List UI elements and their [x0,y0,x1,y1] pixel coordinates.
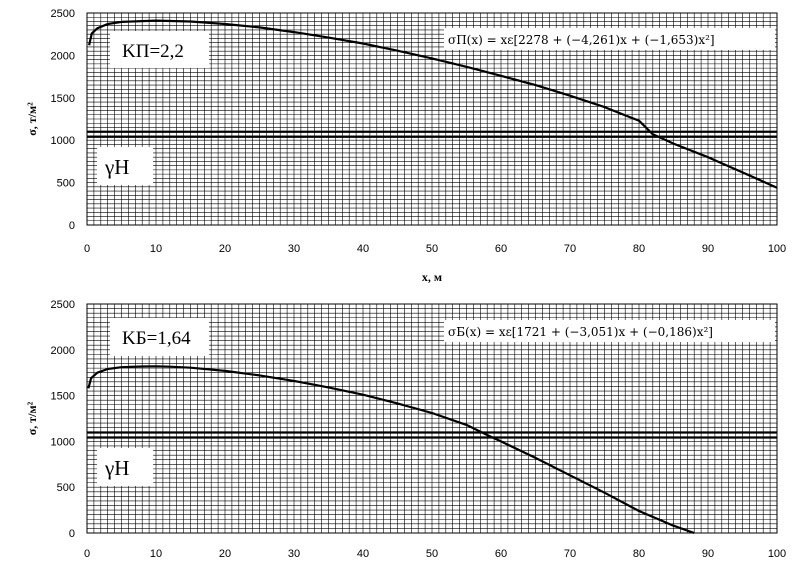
formula-box [444,28,775,50]
y-tick-label: 2500 [51,299,75,311]
x-tick-label: 60 [495,243,507,255]
k-label: KБ=1,64 [122,328,191,349]
y-tick-label: 2500 [51,8,75,20]
x-tick-label: 50 [426,548,438,560]
y-tick-label: 500 [57,178,75,190]
y-tick-label: 0 [69,528,75,540]
x-tick-label: 20 [219,243,231,255]
sigma-curve [88,19,778,189]
k-label-box [110,318,209,356]
y-tick-label: 1000 [51,135,75,147]
y-tick-label: 2000 [51,345,75,357]
x-tick-label: 50 [426,243,438,255]
x-tick-label: 70 [564,548,576,560]
chart-panel-2: 0 10 20 30 40 50 60 70 80 90 100050010001500200025… [25,299,786,560]
y-tick-label: 1500 [51,391,75,403]
x-tick-label: 0 [84,548,90,560]
y-tick-label: 1000 [51,436,75,448]
x-tick-label: 30 [288,243,300,255]
y-axis-label: σ, т/м² [25,102,39,136]
x-tick-label: 40 [357,243,369,255]
chart-panel-1: 0 10 20 30 40 50 60 70 80 90 100050010001500200025… [25,8,786,284]
y-tick-label: 500 [57,482,75,494]
plot-border [86,303,778,534]
x-tick-label: 10 [150,243,162,255]
x-tick-label: 90 [702,548,714,560]
formula-label: σП(x) = xε[2278 + (−4,261)x + (−1,653)x²… [448,33,715,47]
gamma-h-label: γH [104,456,129,480]
x-tick-label: 0 [84,243,90,255]
x-tick-label: 100 [768,548,786,560]
x-tick-label: 80 [633,243,645,255]
plot-border [86,12,778,226]
gamma-h-box [97,448,153,486]
x-tick-label: 100 [768,243,786,255]
x-tick-label: 20 [219,548,231,560]
x-tick-label: 30 [288,548,300,560]
y-tick-label: 2000 [51,50,75,62]
gamma-h-label: γH [104,155,129,179]
x-tick-label: 40 [357,548,369,560]
y-tick-label: 1500 [51,93,75,105]
x-axis-label: x, м [422,270,442,284]
sigma-curve [87,365,695,535]
k-label: KП=2,2 [122,41,184,62]
k-label-box [110,31,209,68]
formula-label: σБ(x) = xε[1721 + (−3,051)x + (−0,186)x²… [448,325,713,339]
x-tick-label: 90 [702,243,714,255]
gamma-h-box [97,147,153,185]
y-axis-label: σ, т/м² [25,401,39,435]
y-tick-label: 0 [69,220,75,232]
x-tick-label: 10 [150,548,162,560]
x-tick-label: 60 [495,548,507,560]
x-tick-label: 70 [564,243,576,255]
formula-box [444,320,775,342]
x-tick-label: 80 [633,548,645,560]
